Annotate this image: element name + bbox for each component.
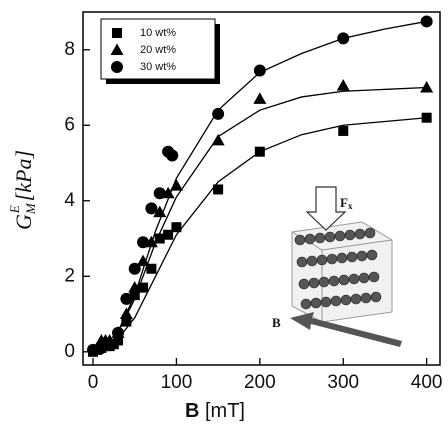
- x-tick-label: 200: [244, 372, 276, 393]
- marker-triangle: [253, 92, 267, 104]
- y-tick-label: 6: [64, 114, 75, 135]
- inset-illustration: [290, 186, 402, 347]
- marker-square: [163, 229, 174, 240]
- marker-triangle: [211, 133, 225, 146]
- marker-circle: [137, 236, 150, 249]
- marker-square: [113, 335, 124, 346]
- marker-triangle: [420, 81, 434, 93]
- marker-square: [171, 222, 182, 233]
- marker-circle: [111, 61, 123, 73]
- y-tick-label: 2: [64, 265, 75, 286]
- marker-circle: [103, 338, 116, 351]
- x-tick-label: 300: [327, 372, 359, 393]
- x-tick-label: 100: [161, 372, 193, 393]
- y-tick-label: 0: [64, 341, 75, 362]
- legend-label: 30 wt%: [140, 61, 176, 73]
- marker-circle: [337, 32, 350, 45]
- marker-circle: [145, 202, 158, 215]
- marker-circle: [212, 107, 225, 120]
- marker-triangle: [153, 205, 167, 218]
- plot-frame: [82, 11, 441, 366]
- marker-circle: [120, 292, 133, 305]
- marker-circle: [166, 149, 179, 162]
- marker-square: [121, 316, 132, 327]
- marker-square: [154, 233, 165, 244]
- marker-square: [213, 184, 224, 195]
- legend-label: 10 wt%: [140, 27, 176, 39]
- y-tick-label: 8: [64, 39, 75, 60]
- marker-triangle: [128, 281, 142, 293]
- marker-triangle: [136, 254, 150, 267]
- marker-circle: [253, 64, 266, 77]
- x-tick-label: 0: [88, 372, 99, 393]
- y-axis-label: GME[kPa]: [7, 150, 38, 230]
- marker-square: [254, 146, 265, 157]
- marker-square: [138, 282, 149, 293]
- annotation: Fx: [340, 195, 353, 211]
- marker-square: [112, 28, 122, 38]
- marker-triangle: [119, 307, 133, 320]
- marker-circle: [112, 326, 125, 339]
- x-tick-label: 400: [411, 372, 443, 393]
- marker-square: [338, 125, 349, 136]
- y-tick-label: 4: [64, 190, 75, 211]
- legend-label: 20 wt%: [140, 44, 176, 56]
- marker-triangle: [336, 79, 350, 91]
- marker-circle: [420, 15, 433, 28]
- marker-triangle: [110, 43, 124, 55]
- fit-curve: [92, 117, 427, 353]
- marker-triangle: [169, 179, 183, 191]
- x-axis-label: B [mT]: [185, 400, 245, 422]
- marker-square: [129, 290, 140, 301]
- annotation: B: [272, 315, 281, 330]
- marker-circle: [128, 262, 141, 275]
- marker-circle: [153, 187, 166, 200]
- marker-square: [421, 112, 432, 123]
- marker-square: [146, 263, 157, 274]
